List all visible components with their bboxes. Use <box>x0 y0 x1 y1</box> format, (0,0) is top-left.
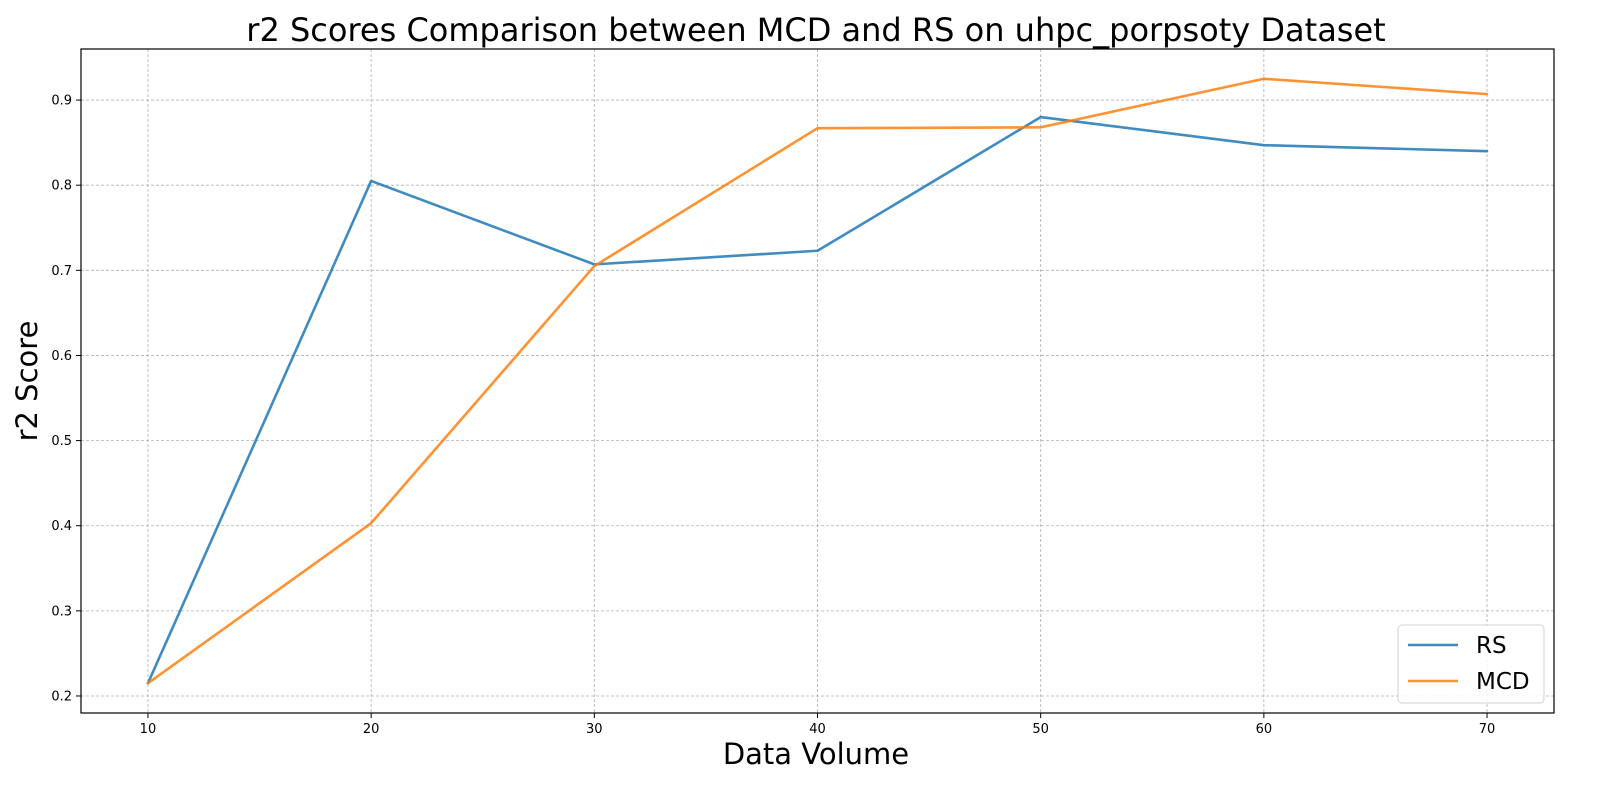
x-tick-label: 30 <box>586 722 603 737</box>
grid <box>81 49 1554 713</box>
x-tick-label: 60 <box>1256 722 1273 737</box>
legend: RS MCD <box>1397 624 1545 704</box>
series-lines <box>146 77 1489 685</box>
x-tick-label: 70 <box>1479 722 1496 737</box>
y-tick-label: 0.5 <box>51 434 72 449</box>
axis-ticks: 10 20 30 40 50 60 70 0.2 0.3 0.4 0.5 0.6 0.7 0.8 0.9 <box>51 94 1495 737</box>
y-tick-label: 0.9 <box>51 94 72 109</box>
y-axis-label: r2 Score <box>10 321 44 442</box>
chart-title: r2 Scores Comparison between MCD and RS … <box>246 11 1385 49</box>
series-line-rs <box>146 115 1489 685</box>
x-tick-label: 40 <box>809 722 826 737</box>
x-tick-label: 50 <box>1032 722 1049 737</box>
y-tick-label: 0.3 <box>51 604 72 619</box>
series-line-mcd <box>146 77 1489 685</box>
x-tick-label: 20 <box>363 722 380 737</box>
y-tick-label: 0.4 <box>51 519 72 534</box>
y-tick-label: 0.2 <box>51 689 72 704</box>
y-tick-label: 0.8 <box>51 179 72 194</box>
legend-label-mcd: MCD <box>1476 669 1530 695</box>
x-axis-label: Data Volume <box>723 737 909 771</box>
x-tick-label: 10 <box>140 722 157 737</box>
y-tick-label: 0.7 <box>51 264 72 279</box>
y-tick-label: 0.6 <box>51 349 72 364</box>
legend-label-rs: RS <box>1476 633 1507 659</box>
